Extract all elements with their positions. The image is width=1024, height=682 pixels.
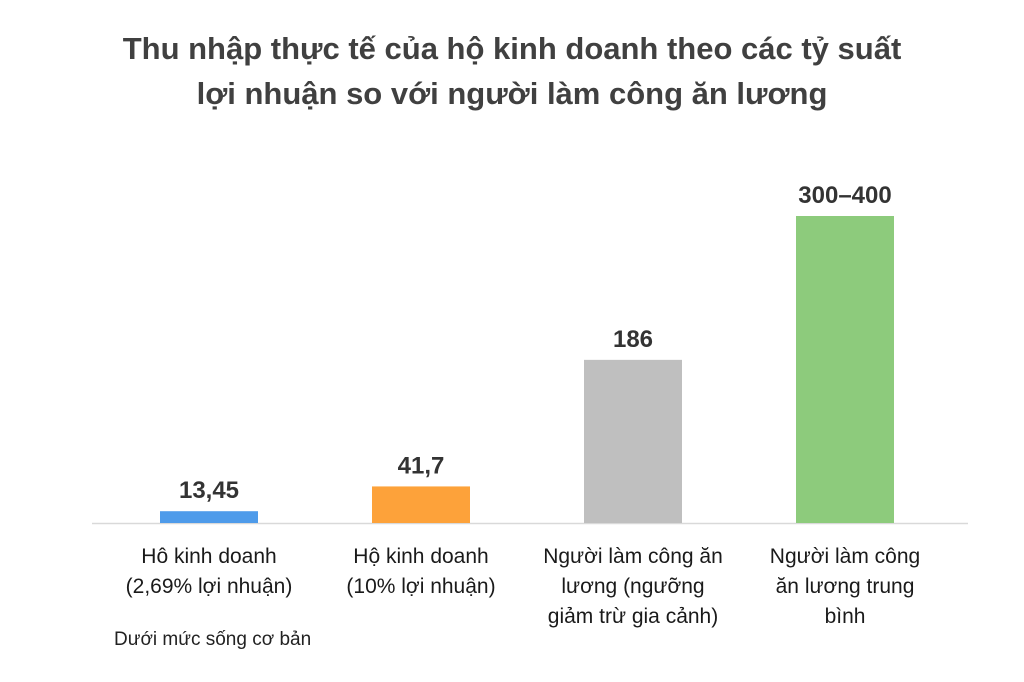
value-label-1: 13,45 <box>179 477 239 504</box>
value-label-3: 186 <box>613 326 653 353</box>
category-label-1-line-2: (2,69% lợi nhuận) <box>126 575 293 598</box>
category-label-2-line-1: Hộ kinh doanh <box>353 545 488 568</box>
category-label-3-line-2: lương (ngưỡng <box>561 575 704 598</box>
category-label-1-line-1: Hô kinh doanh <box>141 545 276 568</box>
bar-3 <box>584 359 682 523</box>
bar-1 <box>160 511 258 523</box>
category-label-4-line-2: ăn lương trung <box>776 575 915 598</box>
chart-title: Thu nhập thực tế của hộ kinh doanh theo … <box>0 26 1024 116</box>
category-label-3-line-1: Người làm công ăn <box>543 545 723 568</box>
chart-title-line-2: lợi nhuận so với người làm công ăn lương <box>196 76 828 111</box>
value-label-4: 300–400 <box>798 182 891 209</box>
category-label-4-line-3: bình <box>825 605 866 628</box>
chart-note: Dưới mức sống cơ bản <box>114 629 312 650</box>
chart-title-line-1: Thu nhập thực tế của hộ kinh doanh theo … <box>122 31 902 66</box>
category-label-3-line-3: giảm trừ gia cảnh) <box>548 605 718 628</box>
value-label-2: 41,7 <box>398 452 445 479</box>
bar-2 <box>372 486 470 523</box>
category-label-2-line-2: (10% lợi nhuận) <box>346 575 495 598</box>
category-label-4-line-1: Người làm công <box>770 545 920 568</box>
bar-4 <box>796 216 894 523</box>
